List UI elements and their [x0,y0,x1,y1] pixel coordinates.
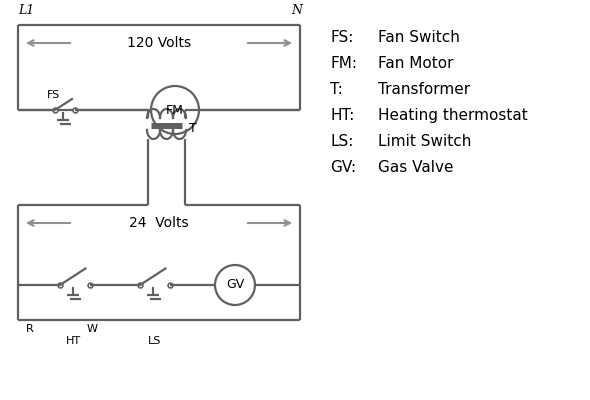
Text: 24  Volts: 24 Volts [129,216,189,230]
Text: T:: T: [330,82,343,97]
Text: Heating thermostat: Heating thermostat [378,108,527,123]
Text: Fan Motor: Fan Motor [378,56,454,71]
Text: LS:: LS: [330,134,353,149]
Text: 120 Volts: 120 Volts [127,36,191,50]
Text: Gas Valve: Gas Valve [378,160,454,175]
Text: R: R [26,324,34,334]
Text: FS:: FS: [330,30,353,45]
Text: FM:: FM: [330,56,357,71]
Text: Transformer: Transformer [378,82,470,97]
Text: W: W [87,324,97,334]
Text: FS: FS [47,90,60,100]
Text: LS: LS [148,336,162,346]
Text: HT: HT [65,336,81,346]
Text: FM: FM [166,104,184,116]
Text: L1: L1 [18,4,34,17]
Text: N: N [291,4,302,17]
Text: Fan Switch: Fan Switch [378,30,460,45]
Text: HT:: HT: [330,108,355,123]
Text: T: T [189,122,196,135]
Text: GV: GV [226,278,244,292]
Text: GV:: GV: [330,160,356,175]
Text: Limit Switch: Limit Switch [378,134,471,149]
